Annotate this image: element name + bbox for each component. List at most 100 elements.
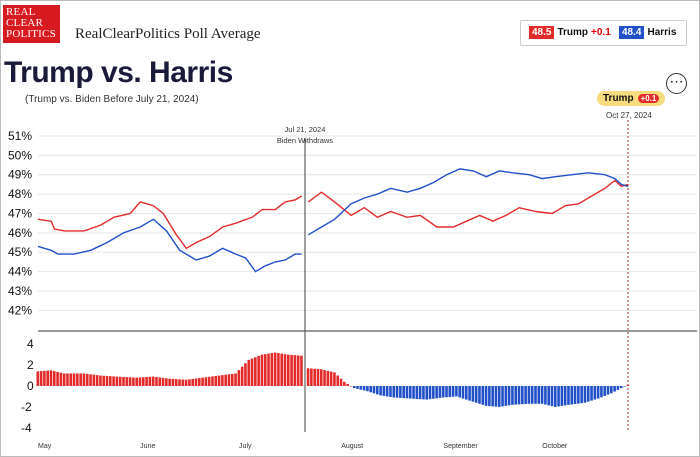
- spread-bar: [128, 377, 132, 386]
- spread-bar: [613, 386, 616, 392]
- spread-bar: [329, 371, 333, 386]
- spread-bar: [158, 377, 162, 386]
- spread-bar: [339, 378, 343, 386]
- spread-bar: [349, 386, 353, 387]
- spread-bar: [336, 375, 340, 386]
- y-tick-label: 50%: [8, 148, 32, 162]
- spread-bar: [521, 386, 524, 405]
- spread-bar: [171, 378, 175, 386]
- spread-tick-label: -2: [21, 400, 32, 414]
- spread-bar: [372, 386, 376, 394]
- spread-bar: [138, 377, 142, 386]
- spread-bar: [211, 376, 214, 386]
- spread-bar: [422, 386, 425, 400]
- spread-bar: [92, 374, 96, 386]
- month-label: July: [239, 443, 252, 450]
- spread-bar: [135, 377, 138, 386]
- page-title: Trump vs. Harris: [4, 56, 233, 89]
- month-label: June: [140, 443, 155, 450]
- spread-bar: [501, 386, 504, 407]
- spread-bar: [122, 376, 125, 386]
- legend-trump[interactable]: 48.5 Trump +0.1: [529, 26, 611, 39]
- trump-value: 48.5: [529, 26, 555, 39]
- spread-bar: [240, 366, 244, 386]
- rcp-logo[interactable]: REAL CLEAR POLITICS: [3, 5, 60, 43]
- y-tick-label: 45%: [8, 245, 32, 259]
- spread-bar: [316, 369, 320, 386]
- spread-bar: [494, 386, 498, 407]
- spread-bar: [593, 386, 597, 400]
- spread-bar: [553, 386, 557, 407]
- spread-bar: [115, 376, 119, 386]
- spread-bar: [66, 373, 69, 386]
- spread-bar: [43, 370, 46, 386]
- spread-bar: [105, 375, 109, 386]
- spread-bar: [573, 386, 577, 404]
- event-date: Jul 21, 2024: [285, 125, 326, 134]
- y-tick-label: 46%: [8, 226, 32, 240]
- spread-bar: [72, 373, 76, 386]
- spread-bar: [511, 386, 514, 405]
- spread-bar: [563, 386, 567, 406]
- spread-bar: [270, 353, 274, 386]
- spread-bar: [204, 377, 208, 386]
- spread-bar: [79, 373, 82, 386]
- spread-bar: [296, 355, 300, 386]
- spread-bar: [382, 386, 386, 396]
- spread-bar: [438, 386, 442, 398]
- spread-bar: [155, 377, 158, 386]
- spread-bar: [352, 386, 356, 389]
- spread-bar: [277, 353, 280, 386]
- spread-bar: [346, 383, 349, 386]
- spread-bar: [606, 386, 610, 395]
- spread-bar: [76, 373, 79, 386]
- series-line-trump: [37, 179, 629, 250]
- spread-bar: [580, 386, 583, 404]
- spread-bar: [468, 386, 471, 401]
- spread-bar: [412, 386, 415, 399]
- spread-bar: [448, 386, 452, 397]
- spread-bar: [441, 386, 445, 398]
- spread-bar: [435, 386, 438, 399]
- spread-bar: [217, 375, 221, 386]
- spread-bar: [263, 354, 267, 386]
- spread-bar: [319, 369, 323, 386]
- spread-bar: [39, 371, 43, 386]
- spread-bar: [366, 386, 369, 392]
- month-label: September: [443, 443, 478, 450]
- spread-bar: [191, 378, 195, 386]
- spread-bar: [118, 376, 122, 386]
- spread-bar: [389, 386, 392, 397]
- spread-bar: [514, 386, 518, 405]
- spread-bar: [59, 372, 63, 386]
- spread-bar: [254, 357, 257, 386]
- spread-bar: [181, 379, 185, 386]
- spread-bar: [62, 373, 66, 386]
- spread-bar: [188, 379, 191, 386]
- legend-harris[interactable]: 48.4 Harris: [619, 26, 676, 39]
- spread-bar: [540, 386, 544, 404]
- y-tick-label: 44%: [8, 265, 32, 279]
- spread-bar: [586, 386, 590, 402]
- spread-bar: [198, 378, 201, 386]
- spread-bar: [379, 386, 382, 396]
- spread-bar: [283, 354, 287, 386]
- more-options-button[interactable]: ⋯: [666, 73, 687, 94]
- trump-change: +0.1: [591, 27, 611, 38]
- spread-bar: [148, 376, 152, 386]
- spread-bar: [46, 370, 49, 386]
- logo-line: CLEAR: [6, 17, 44, 29]
- spread-bar: [49, 370, 53, 386]
- spread-tick-label: -4: [21, 421, 32, 435]
- harris-name: Harris: [647, 27, 677, 38]
- spread-bar: [425, 386, 429, 400]
- spread-bar: [547, 386, 550, 406]
- spread-bar: [550, 386, 554, 407]
- spread-bar: [451, 386, 455, 397]
- spread-bar: [356, 386, 359, 389]
- spread-bar: [484, 386, 488, 406]
- spread-bar: [616, 386, 620, 390]
- spread-bar: [557, 386, 560, 407]
- spread-bar: [125, 377, 129, 386]
- legend: 48.5 Trump +0.1 48.4 Harris: [520, 20, 687, 46]
